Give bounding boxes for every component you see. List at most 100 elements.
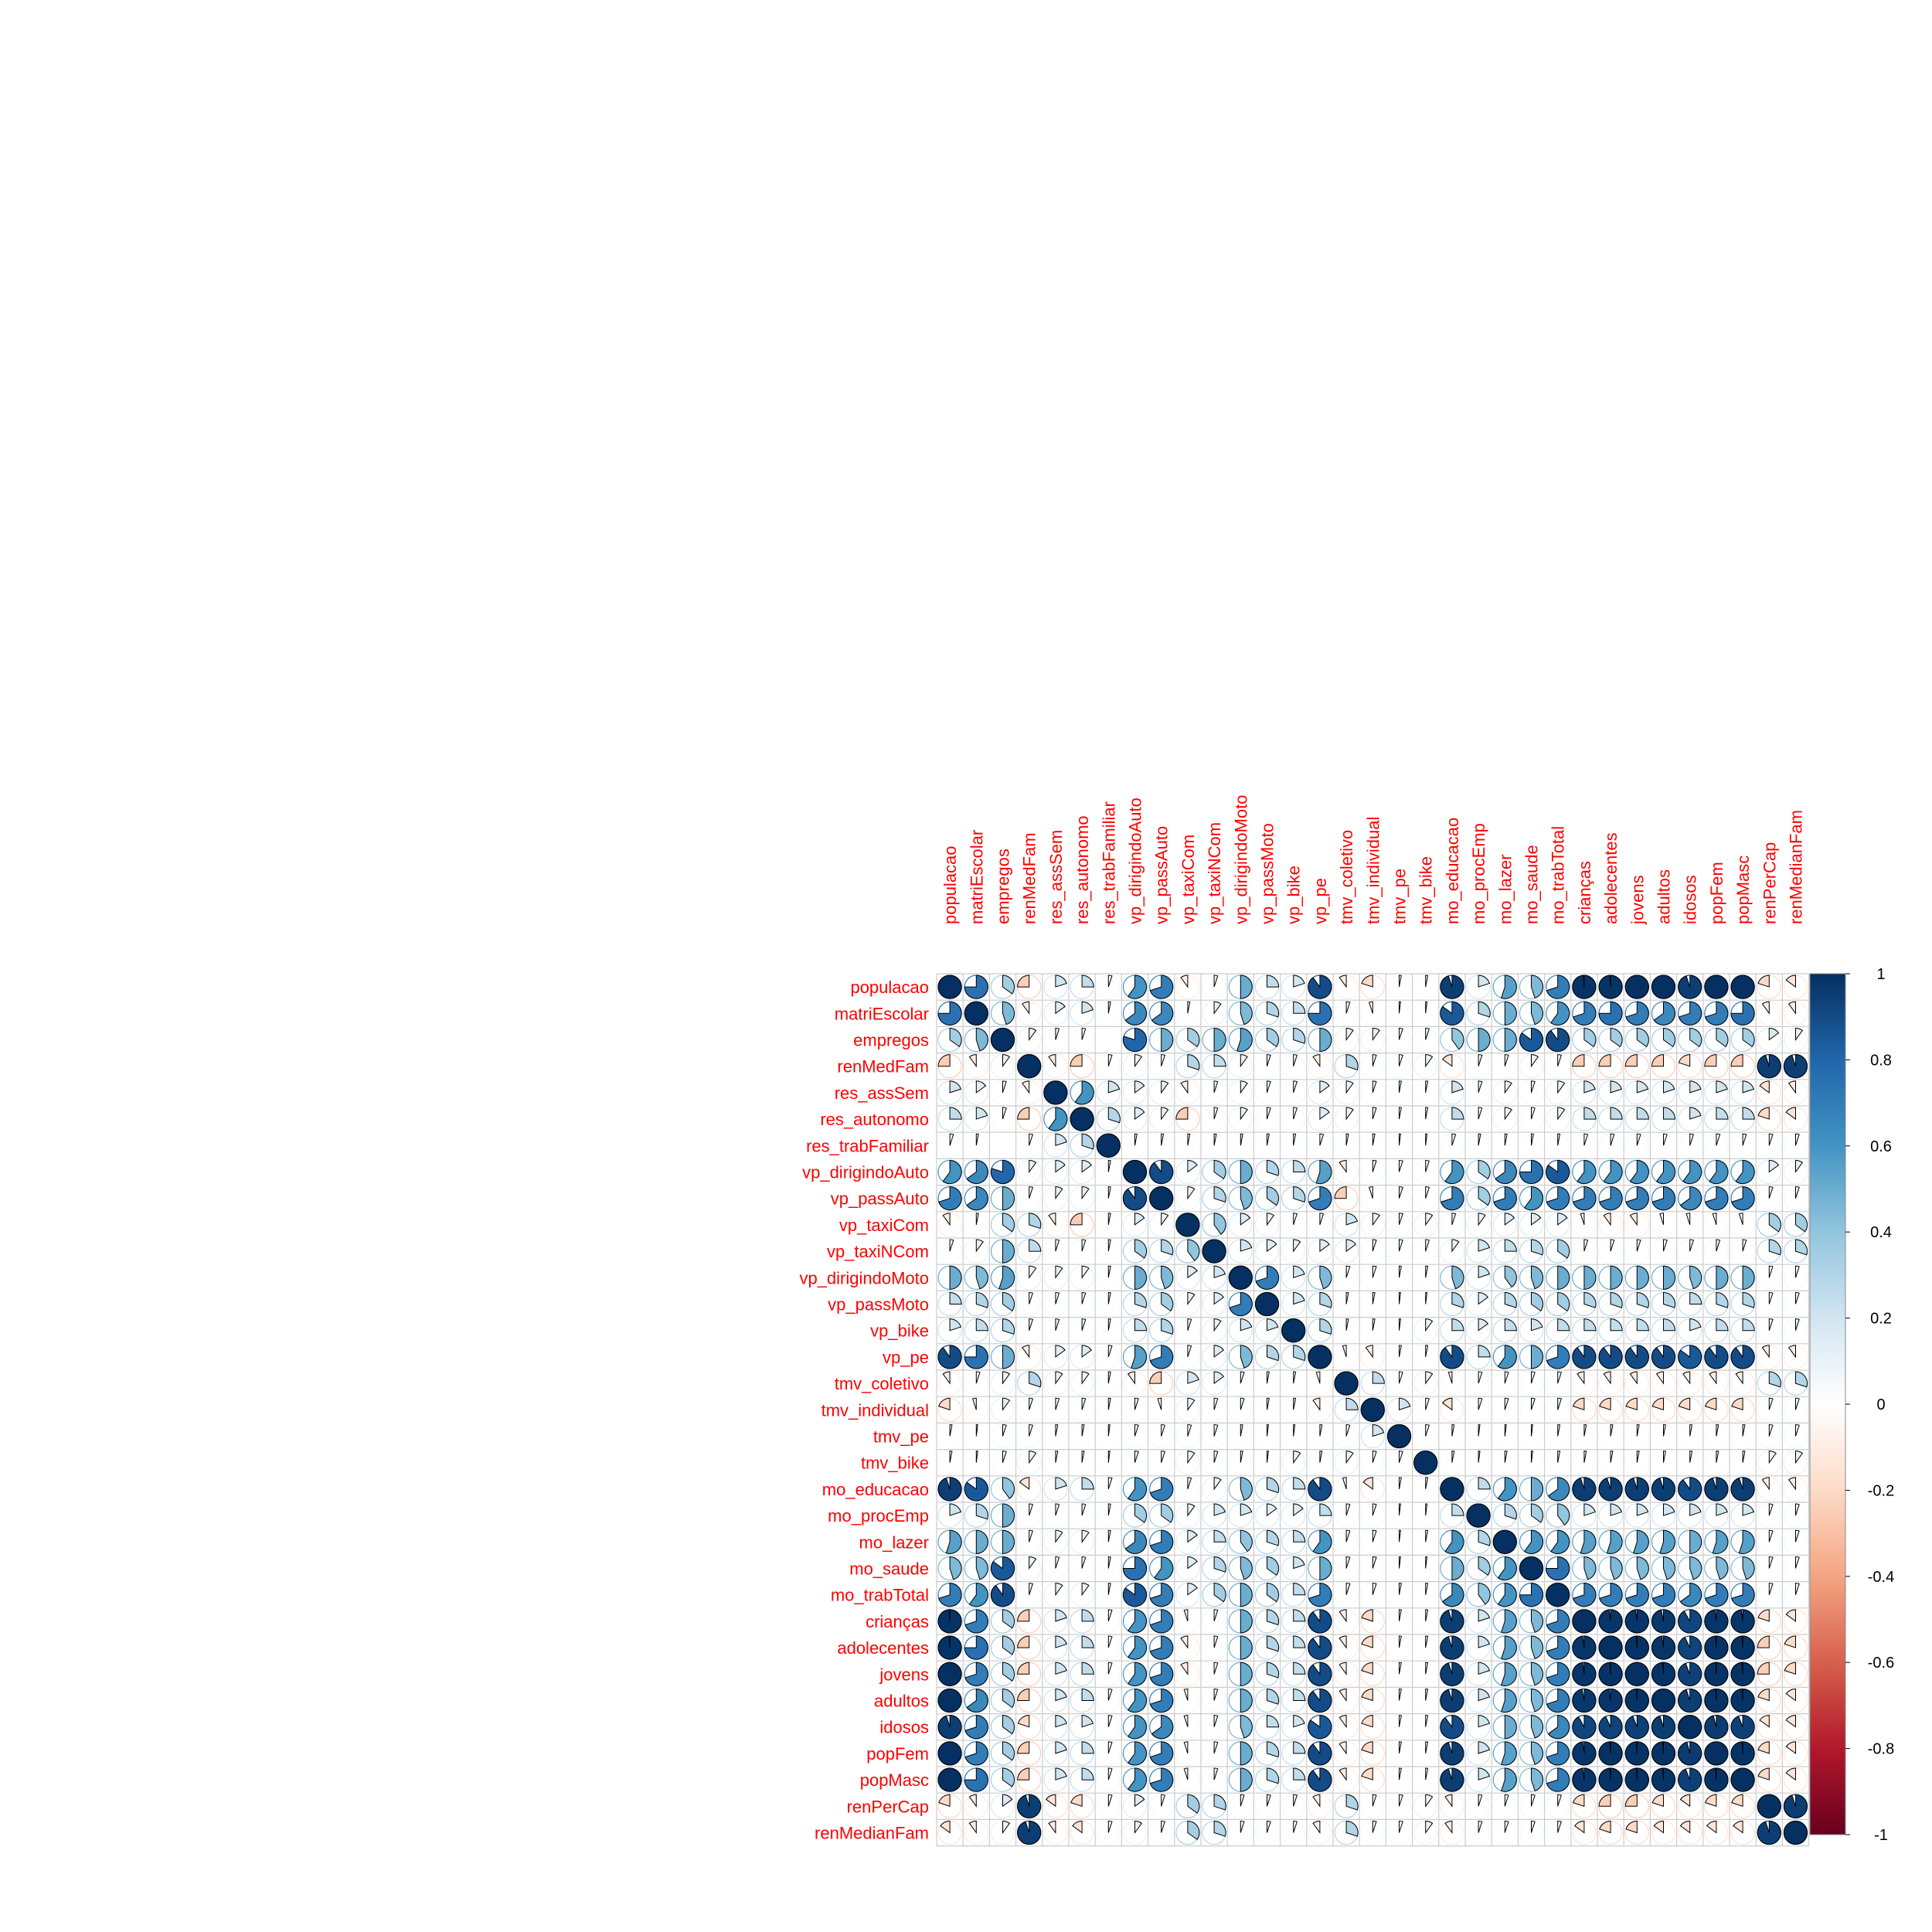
pie-wedge xyxy=(1572,1054,1585,1067)
pie-wedge xyxy=(1372,1213,1380,1226)
pie-wedge xyxy=(1598,1794,1611,1807)
pie-wedge xyxy=(1202,1239,1226,1264)
pie-cell xyxy=(1757,1635,1781,1660)
pie-cell xyxy=(1572,1767,1597,1792)
pie-wedge xyxy=(1583,1503,1596,1516)
pie-wedge xyxy=(991,1583,1015,1607)
pie-wedge xyxy=(937,1477,962,1502)
pie-wedge xyxy=(1107,1662,1113,1675)
pie-wedge xyxy=(1706,1820,1717,1834)
pie-wedge xyxy=(1127,1609,1147,1634)
pie-wedge xyxy=(1663,1080,1675,1094)
pie-cell xyxy=(937,1107,962,1131)
pie-wedge xyxy=(1629,1213,1638,1226)
pie-wedge xyxy=(1107,1239,1111,1252)
pie-wedge xyxy=(1716,1291,1729,1308)
pie-wedge xyxy=(1504,1001,1517,1026)
pie-wedge xyxy=(1757,1794,1781,1818)
pie-wedge xyxy=(1267,1503,1277,1517)
pie-wedge xyxy=(1267,1556,1280,1577)
pie-cell xyxy=(1492,1265,1517,1290)
pie-wedge xyxy=(1557,1213,1568,1226)
pie-wedge xyxy=(1345,1583,1351,1595)
pie-wedge xyxy=(1425,1635,1429,1648)
pie-cell xyxy=(1598,1054,1623,1079)
pie-cell xyxy=(1757,1583,1781,1607)
pie-wedge xyxy=(1795,1159,1804,1174)
pie-wedge xyxy=(1636,1451,1640,1463)
pie-wedge xyxy=(1730,1609,1755,1634)
pie-cell xyxy=(1598,1794,1623,1818)
pie-wedge xyxy=(1213,1688,1219,1701)
pie-cell xyxy=(1492,1397,1517,1422)
pie-wedge xyxy=(1107,1345,1113,1358)
pie-cell xyxy=(990,1635,1015,1660)
pie-cell xyxy=(1757,1451,1781,1475)
pie-wedge xyxy=(1002,1213,1015,1233)
pie-cell xyxy=(1519,1688,1544,1713)
pie-cell xyxy=(1254,1477,1280,1502)
pie-cell xyxy=(1730,1186,1755,1211)
pie-wedge xyxy=(1787,1477,1796,1491)
pie-cell xyxy=(1228,1080,1253,1105)
pie-cell xyxy=(1043,1054,1068,1079)
pie-cell xyxy=(1334,1556,1359,1581)
pie-cell xyxy=(1757,1027,1781,1053)
pie-wedge xyxy=(1651,1397,1664,1410)
pie-cell xyxy=(1572,1265,1597,1290)
pie-cell xyxy=(1678,1371,1702,1396)
pie-wedge xyxy=(1074,1080,1094,1105)
pie-cell xyxy=(1572,1715,1597,1740)
pie-cell xyxy=(1492,1609,1517,1634)
pie-cell xyxy=(1281,1291,1306,1317)
pie-wedge xyxy=(1425,1741,1429,1753)
pie-wedge xyxy=(1444,1794,1453,1808)
pie-wedge xyxy=(1651,1767,1676,1792)
pie-wedge xyxy=(1425,1583,1429,1595)
pie-cell xyxy=(1466,1451,1491,1475)
pie-cell xyxy=(1413,1688,1438,1713)
pie-cell xyxy=(1466,1820,1491,1845)
pie-cell xyxy=(1228,1767,1253,1792)
pie-cell xyxy=(1757,1662,1781,1686)
pie-cell xyxy=(1096,1397,1121,1422)
pie-cell xyxy=(1070,1265,1094,1290)
pie-wedge xyxy=(1319,1080,1330,1094)
pie-wedge xyxy=(1369,1001,1373,1014)
pie-wedge xyxy=(1345,1529,1351,1543)
pie-cell xyxy=(1624,1054,1649,1079)
pie-cell xyxy=(990,1583,1015,1607)
pie-wedge xyxy=(1504,1107,1512,1121)
pie-cell xyxy=(1519,1186,1544,1211)
pie-cell xyxy=(1070,1080,1094,1105)
pie-cell xyxy=(1043,1662,1068,1686)
pie-wedge xyxy=(1504,1265,1517,1288)
pie-wedge xyxy=(1610,1107,1623,1120)
pie-cell xyxy=(1466,1318,1491,1343)
pie-wedge xyxy=(1046,1794,1056,1808)
pie-cell xyxy=(1440,975,1464,999)
pie-cell xyxy=(1546,1001,1570,1026)
pie-wedge xyxy=(1557,1820,1562,1833)
pie-wedge xyxy=(1308,1477,1332,1502)
pie-cell xyxy=(1254,1688,1280,1713)
pie-cell xyxy=(1704,1345,1729,1369)
pie-cell xyxy=(937,1265,962,1290)
pie-cell xyxy=(1492,1635,1517,1660)
pie-cell xyxy=(1096,1451,1121,1475)
pie-wedge xyxy=(1598,975,1623,999)
pie-wedge xyxy=(1678,1688,1702,1713)
pie-wedge xyxy=(1267,1741,1279,1758)
pie-wedge xyxy=(1127,1741,1147,1766)
pie-cell xyxy=(1492,1688,1517,1713)
pie-wedge xyxy=(1017,1715,1030,1728)
pie-wedge xyxy=(1240,1556,1253,1580)
pie-cell xyxy=(1704,1635,1729,1660)
pie-wedge xyxy=(1678,1741,1702,1766)
pie-cell xyxy=(1149,1423,1174,1449)
pie-cell xyxy=(990,1265,1015,1290)
pie-cell xyxy=(1651,1027,1676,1053)
pie-wedge xyxy=(949,1291,962,1304)
pie-wedge xyxy=(1451,1027,1464,1050)
pie-cell xyxy=(1519,1291,1544,1317)
